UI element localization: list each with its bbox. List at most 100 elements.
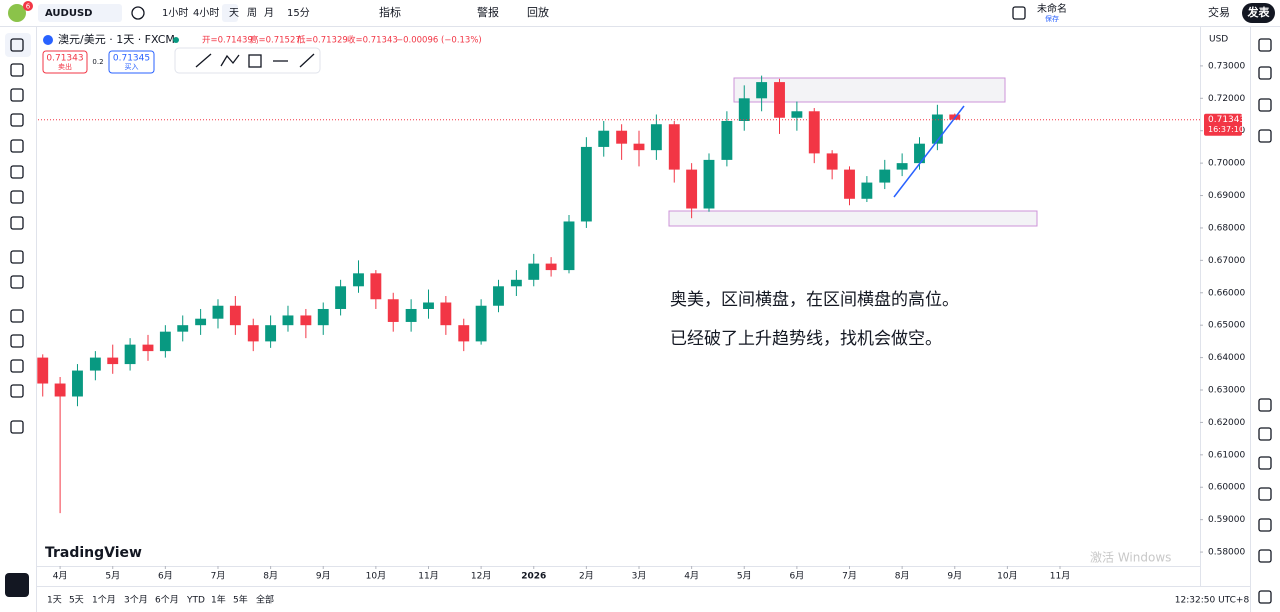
candle-body — [493, 286, 504, 306]
support-zone[interactable] — [668, 210, 1038, 227]
x-tick-label: 3月 — [632, 571, 647, 582]
candle-body — [124, 344, 136, 365]
tool-icon[interactable] — [10, 275, 24, 289]
buy-label: 买入 — [125, 63, 139, 71]
active-interval-bg — [222, 4, 238, 22]
interval[interactable]: 1小时 — [162, 7, 188, 19]
interval[interactable]: 天 — [229, 8, 239, 19]
candle-body — [282, 315, 294, 326]
tool-icon[interactable] — [10, 88, 24, 102]
candle-body — [440, 302, 452, 326]
currency[interactable]: USD — [1209, 35, 1228, 45]
save[interactable]: 保存 — [1045, 14, 1059, 23]
sell-button[interactable] — [42, 50, 88, 74]
interval[interactable]: 周 — [247, 7, 257, 19]
x-tick-label: 7月 — [842, 571, 857, 582]
candle-body — [229, 305, 241, 326]
x-tick-label: 2月 — [579, 571, 594, 582]
candle-body — [616, 130, 628, 144]
alert[interactable]: 警报 — [477, 5, 499, 19]
tool-icon[interactable] — [10, 384, 24, 398]
tool-icon[interactable] — [10, 334, 24, 348]
side-icon[interactable] — [1258, 456, 1272, 470]
candle-body — [879, 169, 891, 183]
range-button[interactable]: 5天 — [69, 596, 84, 606]
range-button[interactable]: 1天 — [47, 596, 62, 606]
avatar[interactable] — [8, 4, 26, 22]
candle-body — [353, 273, 364, 287]
range-button[interactable]: 1年 — [211, 594, 226, 606]
tool-icon[interactable] — [10, 216, 24, 230]
buy-button[interactable] — [108, 50, 155, 74]
rect-tool[interactable] — [248, 54, 262, 68]
y-tick-label: 0.64000 — [1208, 353, 1245, 363]
y-tick-label: 0.63000 — [1208, 386, 1245, 396]
interval[interactable]: 15分 — [287, 7, 310, 19]
path-tool[interactable] — [220, 54, 240, 67]
tool-icon[interactable] — [10, 309, 24, 323]
annotation: 奥美，区间横盘，在区间横盘的高位。 — [670, 290, 959, 310]
tool-icon[interactable] — [10, 38, 24, 52]
range-button[interactable]: YTD — [186, 596, 205, 606]
range-button[interactable]: 全部 — [256, 594, 274, 606]
replay[interactable]: 回放 — [527, 5, 549, 19]
range-button[interactable]: 1个月 — [92, 595, 116, 606]
side-icon[interactable] — [1258, 518, 1272, 532]
side-icon[interactable] — [1258, 427, 1272, 441]
side-icon[interactable] — [1258, 549, 1272, 563]
tool-icon[interactable] — [10, 190, 24, 204]
side-icon[interactable] — [1258, 129, 1272, 143]
publish-button[interactable] — [1242, 3, 1275, 23]
x-tick-label: 5月 — [737, 571, 752, 582]
candle-body — [370, 273, 382, 300]
side-icon[interactable] — [1258, 590, 1272, 604]
x-tick-label: 11月 — [1050, 571, 1070, 582]
y-tick-label: 0.65000 — [1208, 321, 1245, 331]
candle-body — [195, 318, 207, 326]
y-tick-label: 0.58000 — [1208, 548, 1245, 558]
line-tool[interactable] — [195, 53, 212, 68]
y-tick-label: 0.69000 — [1208, 191, 1245, 201]
symbol-box[interactable] — [38, 4, 122, 22]
tool-icon[interactable] — [10, 250, 24, 264]
side-icon[interactable] — [1258, 98, 1272, 112]
interval[interactable]: 月 — [264, 7, 274, 19]
side-icon[interactable] — [1258, 66, 1272, 80]
candle-body — [668, 124, 680, 170]
trend-line[interactable] — [893, 105, 965, 198]
candle-body — [458, 325, 470, 342]
candle-body — [528, 263, 540, 280]
add-symbol-icon[interactable] — [131, 6, 145, 20]
side-icon[interactable] — [1258, 398, 1272, 412]
range-button[interactable]: 6个月 — [155, 595, 179, 606]
tool-icon[interactable] — [10, 359, 24, 373]
y-tick-label: 0.59000 — [1208, 515, 1245, 525]
candle-body — [54, 383, 66, 397]
layout-name[interactable]: 未命名 — [1037, 2, 1067, 15]
side-icon[interactable] — [1258, 487, 1272, 501]
object-tree-button[interactable] — [5, 573, 29, 597]
interval[interactable]: 4小时 — [193, 7, 219, 19]
y-tick-label: 0.66000 — [1208, 288, 1245, 298]
tool-icon[interactable] — [10, 113, 24, 127]
side-icon[interactable] — [1258, 38, 1272, 52]
candle-body — [808, 111, 820, 154]
trade[interactable]: 交易 — [1208, 5, 1230, 19]
tool-icon[interactable] — [10, 165, 24, 179]
x-tick-label: 9月 — [947, 571, 962, 582]
layout-icon[interactable] — [1012, 6, 1026, 20]
indicators[interactable]: 指标 — [379, 5, 401, 19]
x-tick-label: 8月 — [895, 571, 910, 582]
range-button[interactable]: 3个月 — [124, 595, 148, 606]
tool-icon[interactable] — [10, 420, 24, 434]
candle-body — [703, 159, 715, 209]
range-button[interactable]: 5年 — [233, 594, 248, 606]
ray-tool[interactable] — [299, 53, 315, 68]
candle-body — [387, 299, 399, 322]
tool-icon[interactable] — [10, 139, 24, 153]
tool-icon[interactable] — [10, 63, 24, 77]
candle-body — [159, 331, 171, 352]
candle-body — [107, 357, 119, 365]
candle-body — [598, 130, 610, 147]
